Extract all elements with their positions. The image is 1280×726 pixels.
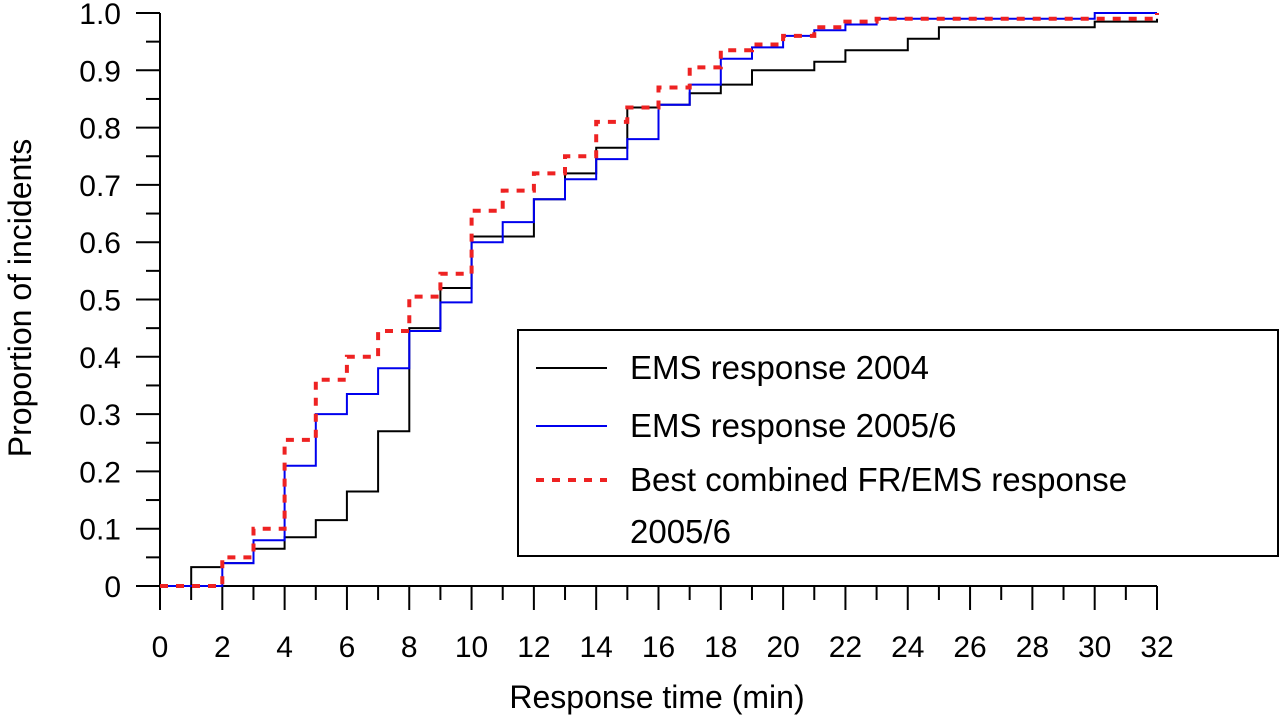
y-tick-label: 0.6 <box>79 227 121 260</box>
x-tick-label: 18 <box>704 631 737 664</box>
legend-label: EMS response 2004 <box>630 349 929 386</box>
y-tick-label: 1.0 <box>79 0 121 31</box>
x-tick-label: 2 <box>214 631 231 664</box>
x-tick-label: 0 <box>152 631 169 664</box>
x-tick-label: 26 <box>953 631 986 664</box>
x-tick-label: 16 <box>642 631 675 664</box>
series-line-1 <box>160 18 1158 587</box>
axes: 00.10.20.30.40.50.60.70.80.91.00 2 4 6 8 10 12… <box>79 0 1173 664</box>
legend-box <box>517 329 1279 557</box>
y-tick-label: 0.4 <box>79 342 121 375</box>
x-tick-label: 20 <box>766 631 799 664</box>
y-tick-label: 0.3 <box>79 399 121 432</box>
x-tick-label: 12 <box>517 631 550 664</box>
legend-label: Best combined FR/EMS response <box>630 461 1127 498</box>
x-tick-label: 10 <box>455 631 488 664</box>
legend: EMS response 2004 EMS response 2005/6 Best… <box>517 329 1279 557</box>
y-tick-label: 0.1 <box>79 514 121 547</box>
series-lines <box>160 12 1159 588</box>
x-tick-label: 30 <box>1078 631 1111 664</box>
legend-label: 2005/6 <box>630 513 731 550</box>
y-tick-label: 0.2 <box>79 456 121 489</box>
y-tick-label: 0.7 <box>79 170 121 203</box>
x-tick-label: 22 <box>829 631 862 664</box>
x-tick-label: 14 <box>580 631 613 664</box>
x-tick-label: 28 <box>1016 631 1049 664</box>
series-line-3 <box>160 13 1159 588</box>
x-tick-label: 4 <box>276 631 293 664</box>
y-tick-label: 0 <box>104 571 121 604</box>
legend-label: EMS response 2005/6 <box>630 407 957 444</box>
y-tick-label: 0.8 <box>79 113 121 146</box>
y-tick-label: 0.5 <box>79 285 121 318</box>
x-tick-label: 24 <box>891 631 924 664</box>
y-tick-label: 0.9 <box>79 55 121 88</box>
x-tick-label: 6 <box>339 631 356 664</box>
x-tick-label: 8 <box>401 631 418 664</box>
x-tick-label: 32 <box>1140 631 1173 664</box>
x-axis-label: Response time (min) <box>509 679 804 715</box>
y-axis-label: Proportion of incidents <box>2 139 38 457</box>
